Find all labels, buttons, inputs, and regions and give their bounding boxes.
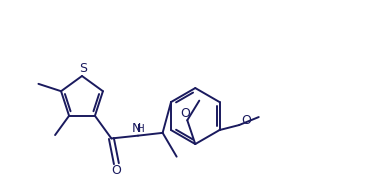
Text: O: O [241,114,251,127]
Text: S: S [79,62,87,74]
Text: H: H [137,124,145,134]
Text: O: O [180,107,190,120]
Text: N: N [131,122,141,135]
Text: O: O [111,164,122,177]
